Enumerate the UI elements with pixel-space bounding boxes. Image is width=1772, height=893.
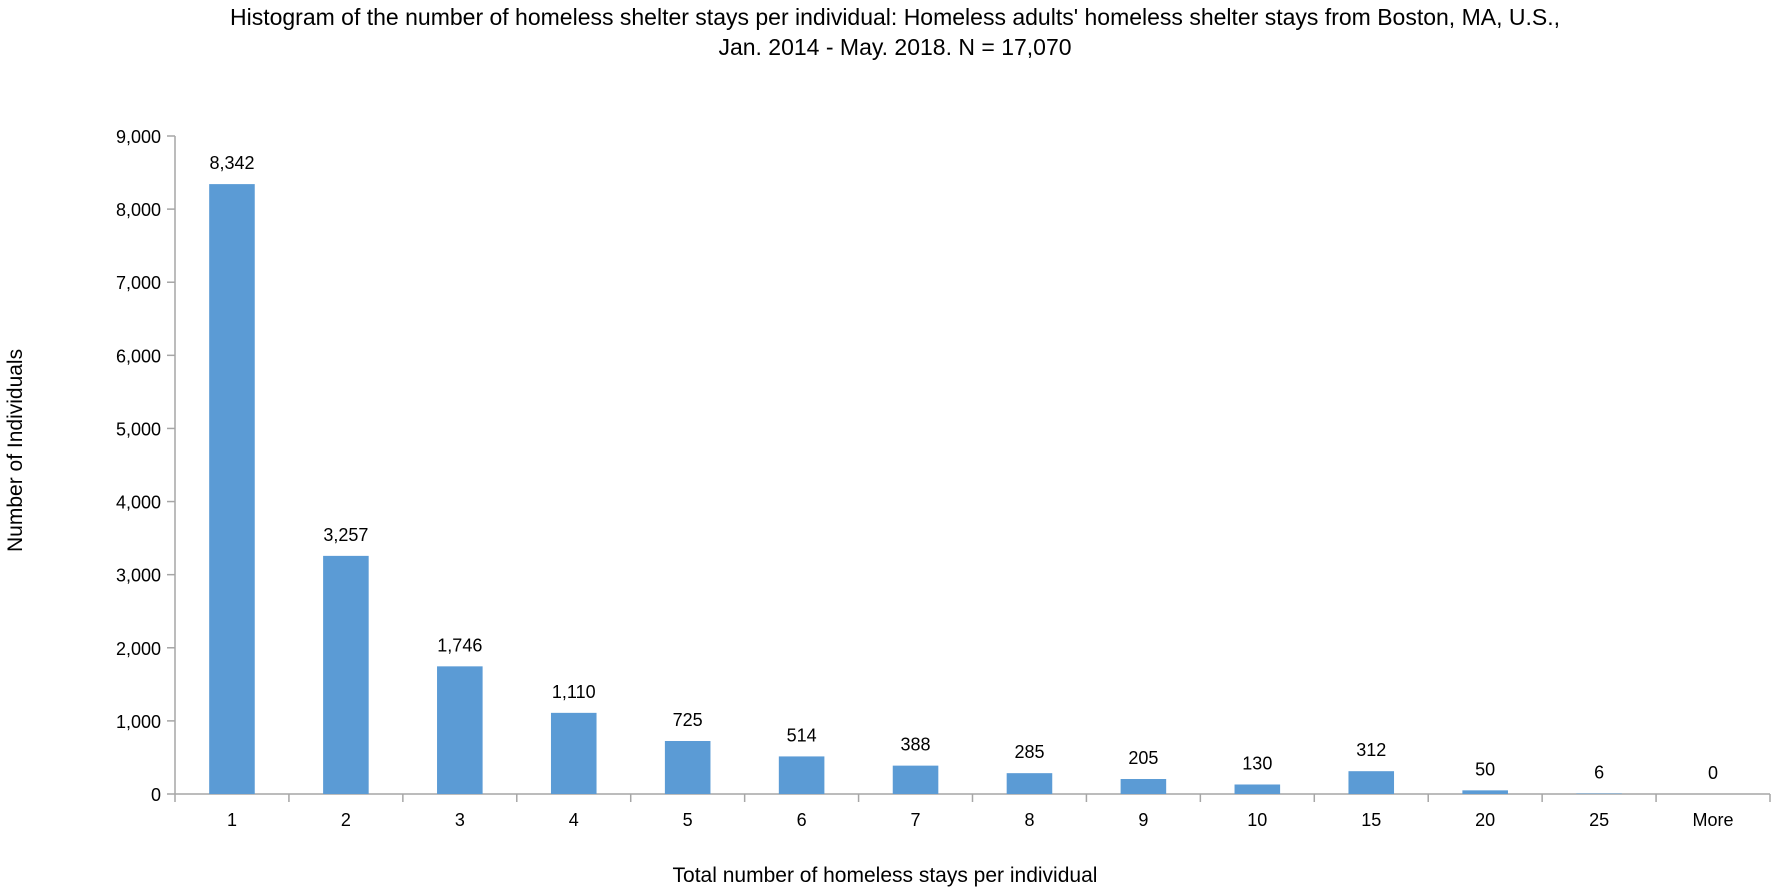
data-label: 50	[1475, 759, 1495, 779]
bar	[664, 740, 711, 794]
x-tick-label: 15	[1361, 810, 1381, 830]
bar	[1348, 771, 1395, 794]
y-tick-label: 8,000	[116, 200, 161, 220]
y-tick-label: 0	[151, 785, 161, 805]
data-label: 6	[1594, 763, 1604, 783]
data-label: 3,257	[323, 525, 368, 545]
y-tick-label: 6,000	[116, 346, 161, 366]
x-tick-label: 25	[1589, 810, 1609, 830]
chart-title-line-2: Jan. 2014 - May. 2018. N = 17,070	[718, 34, 1072, 60]
x-tick-label: 7	[911, 810, 921, 830]
chart-title-line-1: Histogram of the number of homeless shel…	[229, 4, 1560, 30]
y-tick-label: 3,000	[116, 566, 161, 586]
data-label: 1,110	[552, 682, 596, 702]
bar	[323, 555, 369, 794]
x-axis-title: Total number of homeless stays per indiv…	[672, 864, 1098, 887]
y-tick-label: 4,000	[116, 493, 161, 513]
x-tick-label: 1	[227, 810, 237, 830]
bar	[1462, 790, 1508, 794]
data-label: 8,342	[209, 153, 254, 173]
y-tick-label: 5,000	[116, 419, 161, 439]
bar	[778, 756, 825, 794]
x-tick-label: 8	[1024, 810, 1034, 830]
x-tick-label: 6	[797, 810, 807, 830]
x-tick-label: 3	[455, 810, 465, 830]
bar	[437, 666, 483, 794]
y-tick-label: 1,000	[116, 712, 161, 732]
y-tick-label: 7,000	[116, 273, 161, 293]
x-tick-label: 5	[683, 810, 693, 830]
x-tick-label: More	[1693, 810, 1734, 830]
data-label: 285	[1014, 742, 1044, 762]
data-label: 0	[1708, 763, 1718, 783]
bar	[1120, 779, 1167, 794]
bar	[1006, 773, 1053, 794]
bar	[892, 765, 939, 794]
x-tick-label: 9	[1138, 810, 1148, 830]
x-tick-label: 20	[1475, 810, 1495, 830]
bar	[1234, 784, 1281, 794]
y-tick-label: 2,000	[116, 639, 161, 659]
data-label: 1,746	[437, 635, 482, 655]
x-tick-label: 4	[569, 810, 579, 830]
data-label: 205	[1128, 748, 1158, 768]
data-label: 388	[901, 735, 931, 755]
x-tick-label: 10	[1247, 810, 1267, 830]
data-label: 312	[1356, 740, 1386, 760]
data-label: 130	[1242, 753, 1272, 773]
data-label: 514	[787, 725, 817, 745]
chart-title: Histogram of the number of homeless shel…	[200, 2, 1590, 62]
data-label: 725	[673, 710, 703, 730]
bar	[209, 184, 255, 794]
x-tick-label: 2	[341, 810, 351, 830]
y-tick-label: 9,000	[116, 127, 161, 147]
bar	[550, 712, 597, 794]
